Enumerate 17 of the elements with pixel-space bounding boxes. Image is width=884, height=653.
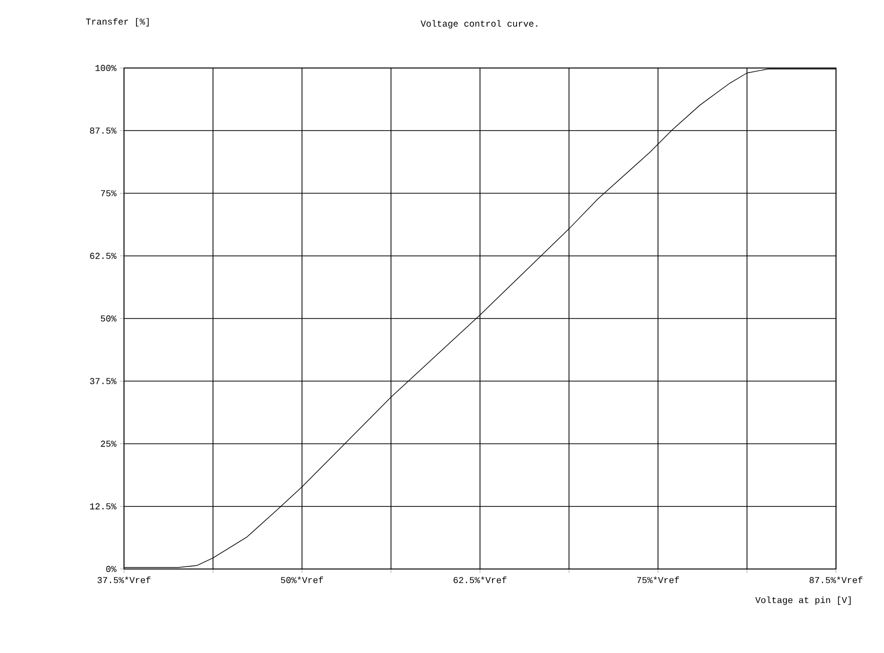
y-tick-label: 87.5% [90, 128, 116, 134]
y-tick-label: 12.5% [90, 503, 116, 510]
x-tick-label: 50%*Vref [280, 576, 324, 584]
y-tick-label: 75% [100, 190, 116, 196]
y-tick-label: 25% [100, 440, 116, 447]
x-tick-label: 75%*Vref [637, 576, 680, 584]
y-tick-label: 0% [106, 566, 116, 572]
y-axis-title: Transfer [%] [86, 18, 149, 26]
x-tick-label: 37.5%*Vref [98, 576, 150, 584]
y-tick-label: 50% [100, 315, 116, 322]
x-tick-label: 87.5%*Vref [810, 576, 862, 584]
y-tick-label: 62.5% [90, 252, 116, 259]
y-tick-label: 37.5% [90, 378, 116, 384]
chart-title: Voltage control curve. [420, 20, 538, 28]
y-tick-label: 100% [96, 64, 116, 72]
x-axis-title: Voltage at pin [V] [755, 596, 851, 605]
x-tick-label: 62.5%*Vref [454, 576, 506, 584]
